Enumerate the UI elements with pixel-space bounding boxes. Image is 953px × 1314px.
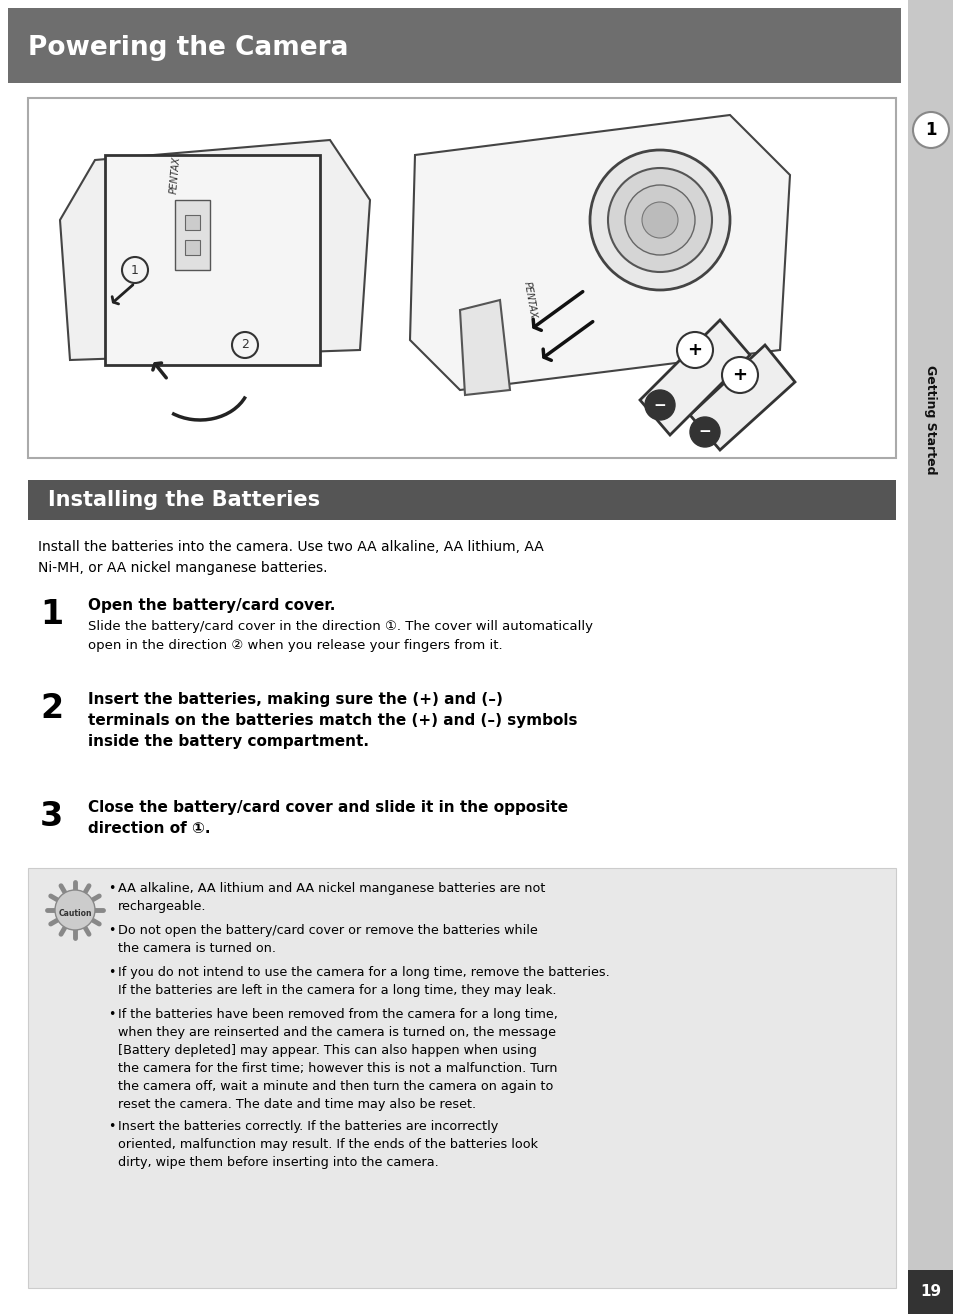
Text: Open the battery/card cover.: Open the battery/card cover.	[88, 598, 335, 614]
Text: PENTAX: PENTAX	[168, 156, 181, 194]
Bar	[8, 8, 900, 83]
Text: Slide the battery/card cover in the direction ①. The cover will automatically
op: Slide the battery/card cover in the dire…	[88, 620, 593, 652]
Text: •: •	[108, 1120, 115, 1133]
Text: 1: 1	[131, 264, 139, 276]
Text: •: •	[108, 924, 115, 937]
Text: •: •	[108, 966, 115, 979]
Bar	[28, 99, 895, 459]
Bar	[185, 215, 200, 230]
Text: Do not open the battery/card cover or remove the batteries while
the camera is t: Do not open the battery/card cover or re…	[118, 924, 537, 955]
Bar	[174, 200, 210, 269]
Bar	[105, 155, 319, 365]
Text: 2: 2	[241, 339, 249, 352]
Text: Powering the Camera: Powering the Camera	[28, 35, 348, 60]
Circle shape	[644, 390, 675, 420]
Bar	[907, 0, 953, 1314]
Text: Caution: Caution	[58, 908, 91, 917]
Bar	[907, 1271, 953, 1314]
Text: Insert the batteries correctly. If the batteries are incorrectly
oriented, malfu: Insert the batteries correctly. If the b…	[118, 1120, 537, 1169]
Text: AA alkaline, AA lithium and AA nickel manganese batteries are not
rechargeable.: AA alkaline, AA lithium and AA nickel ma…	[118, 882, 545, 913]
Polygon shape	[459, 300, 510, 396]
Text: •: •	[108, 1008, 115, 1021]
Text: 19: 19	[920, 1285, 941, 1300]
Polygon shape	[689, 346, 794, 449]
Circle shape	[624, 185, 695, 255]
Text: 2: 2	[40, 692, 63, 725]
Polygon shape	[60, 141, 370, 360]
Text: +: +	[732, 367, 747, 384]
Text: +: +	[687, 342, 701, 359]
Text: Getting Started: Getting Started	[923, 365, 937, 474]
Circle shape	[721, 357, 758, 393]
Text: If you do not intend to use the camera for a long time, remove the batteries.
If: If you do not intend to use the camera f…	[118, 966, 609, 997]
Text: PENTAX: PENTAX	[521, 281, 537, 319]
Text: Close the battery/card cover and slide it in the opposite
direction of ①.: Close the battery/card cover and slide i…	[88, 800, 568, 836]
Text: If the batteries have been removed from the camera for a long time,
when they ar: If the batteries have been removed from …	[118, 1008, 558, 1112]
Text: −: −	[653, 398, 666, 413]
Text: 1: 1	[40, 598, 63, 631]
Bar	[28, 480, 895, 520]
Text: •: •	[108, 882, 115, 895]
Polygon shape	[410, 116, 789, 390]
Text: Install the batteries into the camera. Use two AA alkaline, AA lithium, AA
Ni-MH: Install the batteries into the camera. U…	[38, 540, 543, 574]
Polygon shape	[639, 321, 749, 435]
Circle shape	[912, 112, 948, 148]
Circle shape	[589, 150, 729, 290]
Bar	[185, 240, 200, 255]
Circle shape	[689, 417, 720, 447]
Text: 1: 1	[924, 121, 936, 139]
Text: 3: 3	[40, 800, 63, 833]
Text: −: −	[698, 424, 711, 439]
Circle shape	[55, 890, 95, 930]
Circle shape	[641, 202, 678, 238]
Text: Insert the batteries, making sure the (+) and (–)
terminals on the batteries mat: Insert the batteries, making sure the (+…	[88, 692, 577, 749]
Bar	[28, 869, 895, 1288]
Circle shape	[677, 332, 712, 368]
Circle shape	[607, 168, 711, 272]
Text: Installing the Batteries: Installing the Batteries	[48, 490, 320, 510]
